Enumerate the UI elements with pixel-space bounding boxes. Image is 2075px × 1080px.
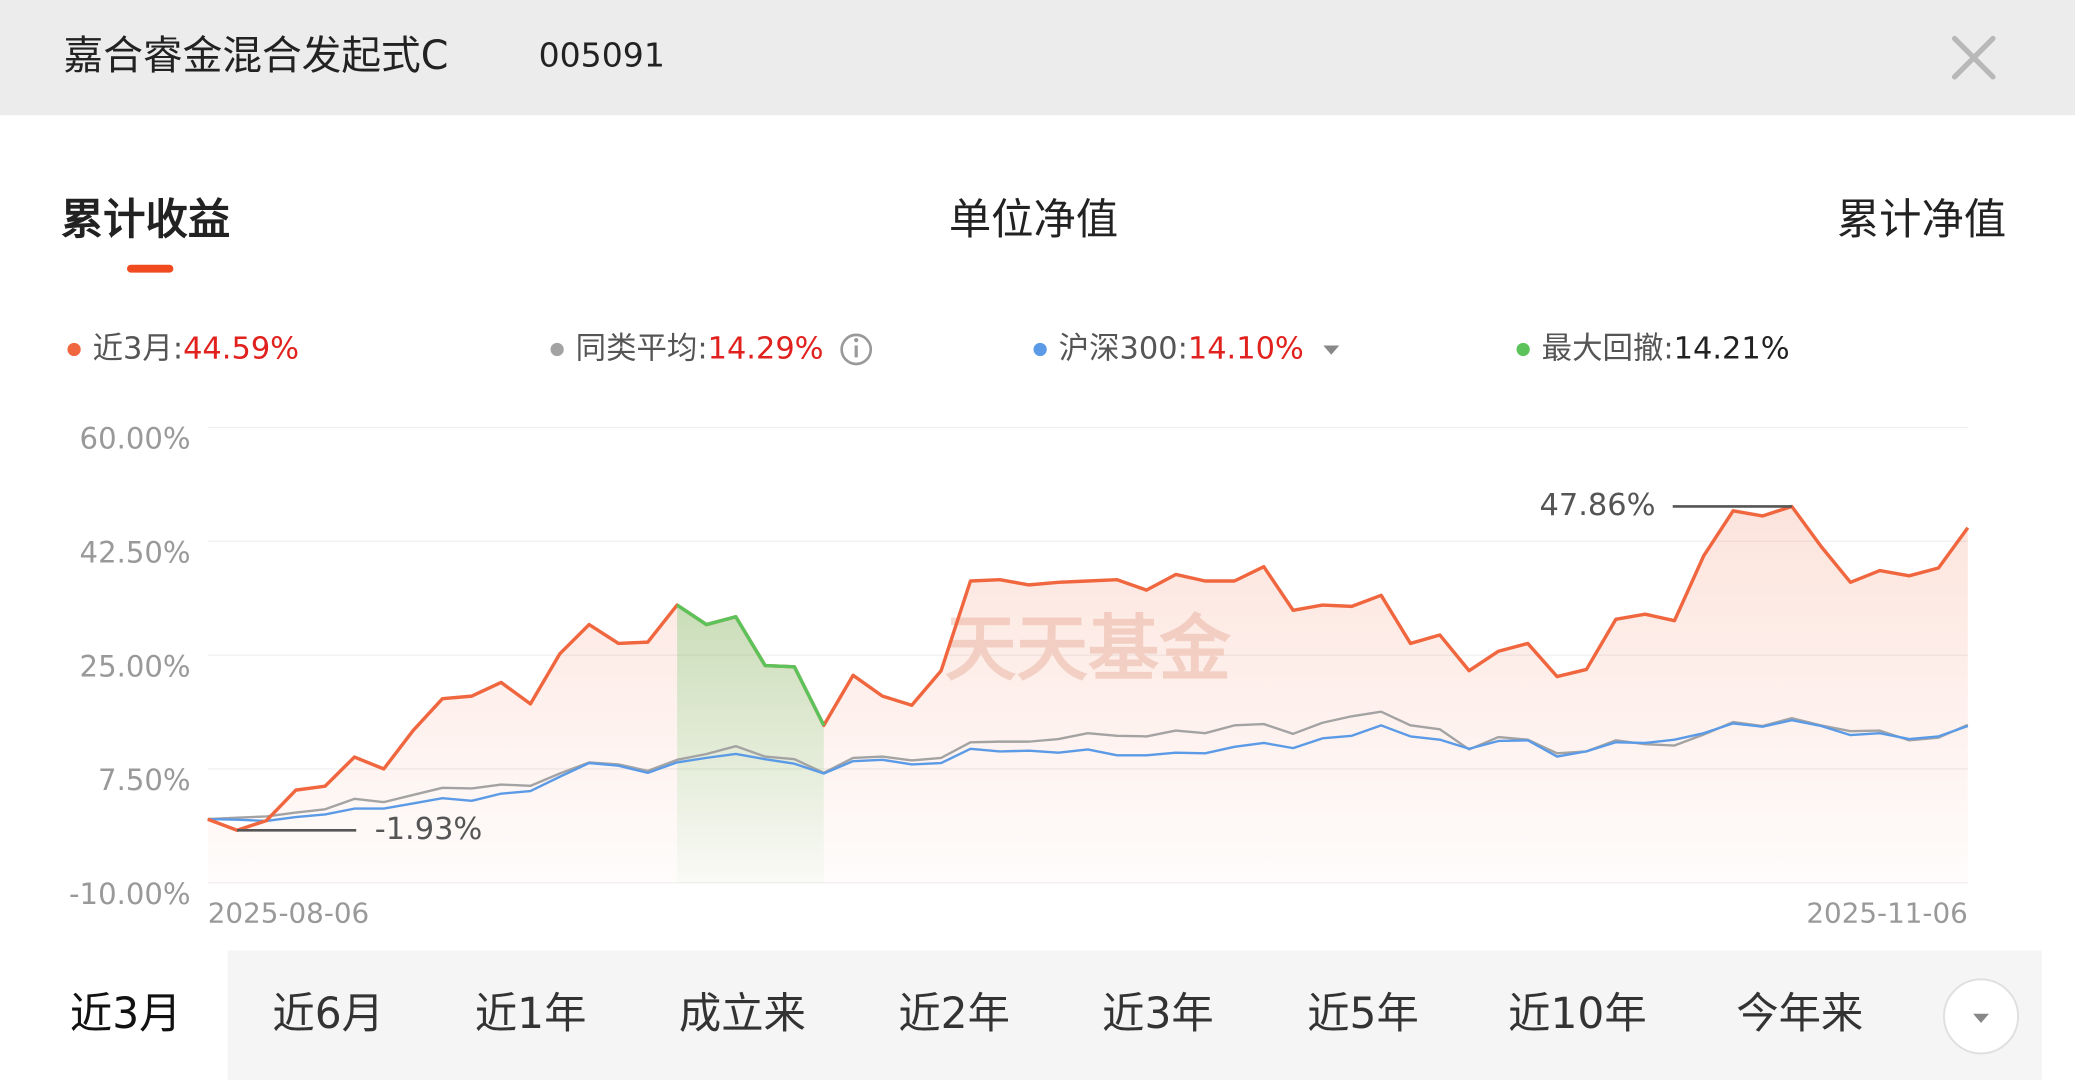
legend-separator: : xyxy=(1663,331,1673,366)
range-more[interactable] xyxy=(1942,978,2020,1055)
series-line xyxy=(207,718,1969,823)
legend-dot xyxy=(1033,342,1047,357)
legend-separator: : xyxy=(1178,331,1188,366)
series-line xyxy=(676,603,826,727)
y-tick-label: 7.50% xyxy=(98,763,190,797)
fund-title: 嘉合睿金混合发起式C xyxy=(64,33,449,79)
area xyxy=(207,506,1968,883)
range-button[interactable]: 今年来 xyxy=(1736,989,1863,1038)
annotation-label: -1.93% xyxy=(375,812,483,847)
tab[interactable]: 累计净值 xyxy=(1837,195,2006,244)
legend-dot xyxy=(550,342,564,357)
range-button[interactable]: 近10年 xyxy=(1508,989,1647,1038)
area xyxy=(677,605,824,883)
legend-entry: 近3月:44.59% xyxy=(93,331,299,366)
y-tick-label: -10.00% xyxy=(69,877,191,911)
legend-name: 沪深300 xyxy=(1059,331,1178,366)
legend-value: 14.21% xyxy=(1674,331,1790,366)
legend-name: 同类平均 xyxy=(576,331,698,366)
tab[interactable]: 单位净值 xyxy=(949,195,1118,244)
range-button[interactable]: 近6月 xyxy=(272,989,384,1038)
legend-name: 最大回撤 xyxy=(1542,331,1664,366)
legend-entry: 最大回撤:14.21% xyxy=(1542,331,1790,366)
y-tick-label: 60.00% xyxy=(80,422,191,456)
range-button[interactable]: 近3年 xyxy=(1102,989,1214,1038)
fund-code: 005091 xyxy=(539,35,665,74)
range-button[interactable]: 近2年 xyxy=(898,989,1010,1038)
legend-name: 近3月 xyxy=(93,331,173,366)
x-tick-label: 2025-11-06 xyxy=(1806,897,1967,930)
tab-underline xyxy=(127,264,174,273)
legend-value: 44.59% xyxy=(183,331,299,366)
y-tick-label: 42.50% xyxy=(80,536,191,570)
tab[interactable]: 累计收益 xyxy=(61,195,230,244)
legend-value: 14.10% xyxy=(1188,331,1304,366)
legend-value: 14.29% xyxy=(708,331,824,366)
close-button[interactable] xyxy=(1951,35,1996,80)
y-tick-label: 25.00% xyxy=(80,649,191,683)
range-button[interactable]: 近3月 xyxy=(70,989,182,1038)
dropdown-arrow[interactable] xyxy=(1323,345,1340,355)
info-icon[interactable] xyxy=(840,333,873,366)
x-tick-label: 2025-08-06 xyxy=(208,897,369,930)
range-button[interactable]: 近1年 xyxy=(475,989,587,1038)
legend-separator: : xyxy=(697,331,707,366)
header-bar xyxy=(0,0,2075,116)
series-line xyxy=(207,504,1970,832)
legend-dot xyxy=(67,342,81,357)
legend-separator: : xyxy=(173,331,183,366)
chart: 近3月:44.59% 同类平均:14.29% 沪深300:14.10% 最大回撤:14… xyxy=(67,331,1970,930)
series-line xyxy=(207,710,1969,821)
legend-entry: 同类平均:14.29% xyxy=(576,331,824,366)
range-button[interactable]: 近5年 xyxy=(1307,989,1419,1038)
legend-entry: 沪深300:14.10% xyxy=(1059,331,1304,366)
annotation-label: 47.86% xyxy=(1540,488,1656,523)
range-button[interactable]: 成立来 xyxy=(679,989,806,1038)
range-bar xyxy=(227,950,2042,1080)
legend-dot xyxy=(1516,342,1530,357)
